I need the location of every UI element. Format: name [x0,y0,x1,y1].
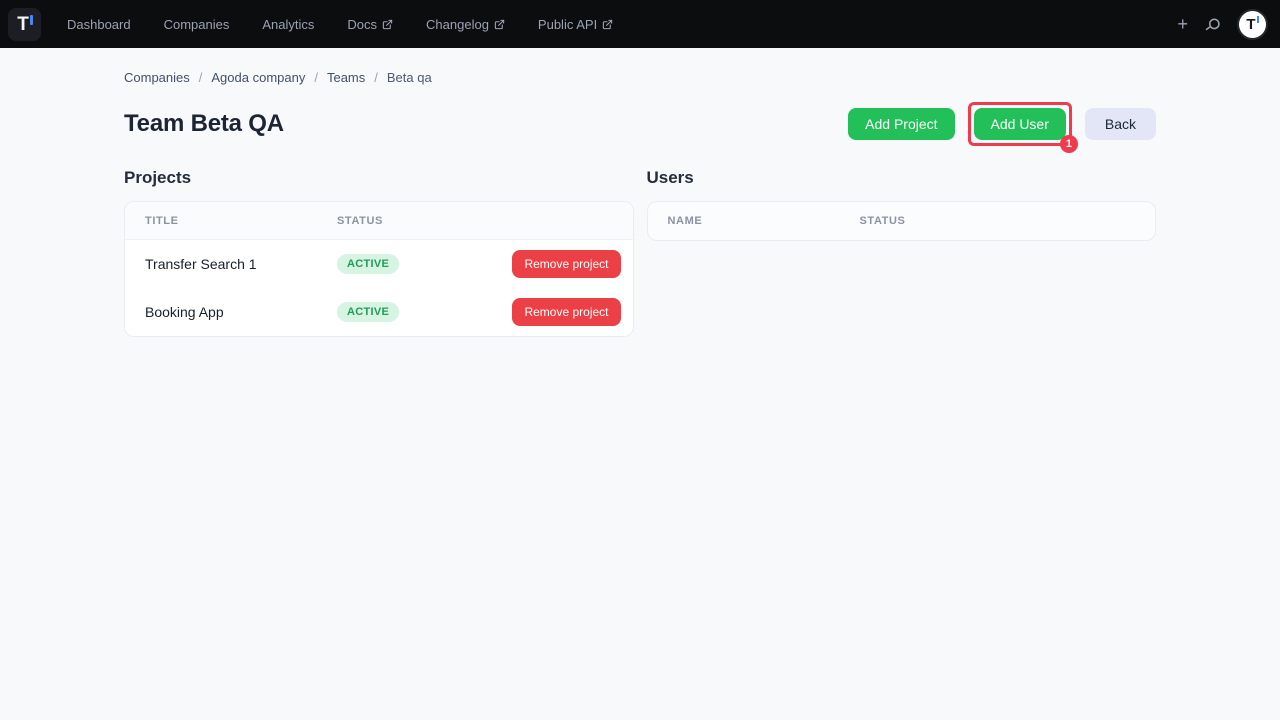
column-header-status: Status [859,215,906,227]
avatar-blue-accent [1257,15,1259,23]
tables-row: Projects Title Status Transfer Search 1 … [124,168,1156,337]
status-badge: ACTIVE [337,254,400,274]
projects-section: Projects Title Status Transfer Search 1 … [124,168,634,337]
breadcrumb-agoda-company[interactable]: Agoda company [211,70,306,85]
project-title: Booking App [145,304,224,320]
add-user-button[interactable]: Add User [973,108,1066,140]
page-header: Team Beta QA Add Project Add User 1 Back [124,102,1156,153]
logo-blue-accent [30,14,33,25]
projects-heading: Projects [124,168,192,187]
breadcrumb-companies[interactable]: Companies [124,70,190,85]
column-header-title: Title [145,214,179,227]
avatar-letter: T [1246,15,1256,33]
nav-item-public-api[interactable]: Public API [538,17,613,32]
remove-project-button[interactable]: Remove project [512,250,621,278]
users-table-header: Name Status [648,202,1156,240]
projects-table: Title Status Transfer Search 1 ACTIVE Re… [124,201,634,337]
nav-item-analytics[interactable]: Analytics [262,16,315,32]
status-badge: ACTIVE [337,302,400,322]
users-section: Users Name Status [646,168,1156,337]
plus-icon[interactable]: + [1177,14,1188,34]
nav-item-changelog[interactable]: Changelog [426,17,505,32]
back-button[interactable]: Back [1084,108,1156,140]
nav-item-dashboard[interactable]: Dashboard [67,16,131,32]
users-heading: Users [646,168,694,187]
column-header-name: Name [667,215,703,227]
external-link-icon [494,19,505,30]
breadcrumb: Companies / Agoda company / Teams / Beta… [124,70,432,85]
nav-item-docs[interactable]: Docs [347,17,393,32]
remove-project-button[interactable]: Remove project [512,298,621,326]
search-icon[interactable] [1205,16,1222,33]
table-row: Transfer Search 1 ACTIVE Remove project [125,240,633,288]
user-avatar[interactable]: T [1239,10,1266,38]
navbar-right: + T [1177,10,1266,38]
nav-links: Dashboard Companies Analytics Docs Chang… [67,17,613,32]
main-content: Companies / Agoda company / Teams / Beta… [0,48,1280,337]
users-table: Name Status [646,201,1156,241]
table-row: Booking App ACTIVE Remove project [125,288,633,336]
logo-letter: T [17,13,29,35]
app-logo[interactable]: T [8,7,41,41]
breadcrumb-teams[interactable]: Teams [326,70,366,85]
external-link-icon [382,19,393,30]
project-title: Transfer Search 1 [145,256,257,272]
annotation-highlight-box: Add User 1 [967,102,1078,153]
top-navbar: T Dashboard Companies Analytics Docs Cha… [0,0,1280,48]
external-link-icon [602,19,613,30]
page-title: Team Beta QA [124,110,284,137]
add-project-button[interactable]: Add Project [848,108,955,140]
nav-item-companies[interactable]: Companies [163,16,230,32]
column-header-status: Status [337,214,383,227]
projects-table-header: Title Status [125,202,633,240]
annotation-step-badge: 1 [1059,135,1078,153]
breadcrumb-beta-qa: Beta qa [386,70,432,85]
header-actions: Add Project Add User 1 Back [848,102,1156,153]
